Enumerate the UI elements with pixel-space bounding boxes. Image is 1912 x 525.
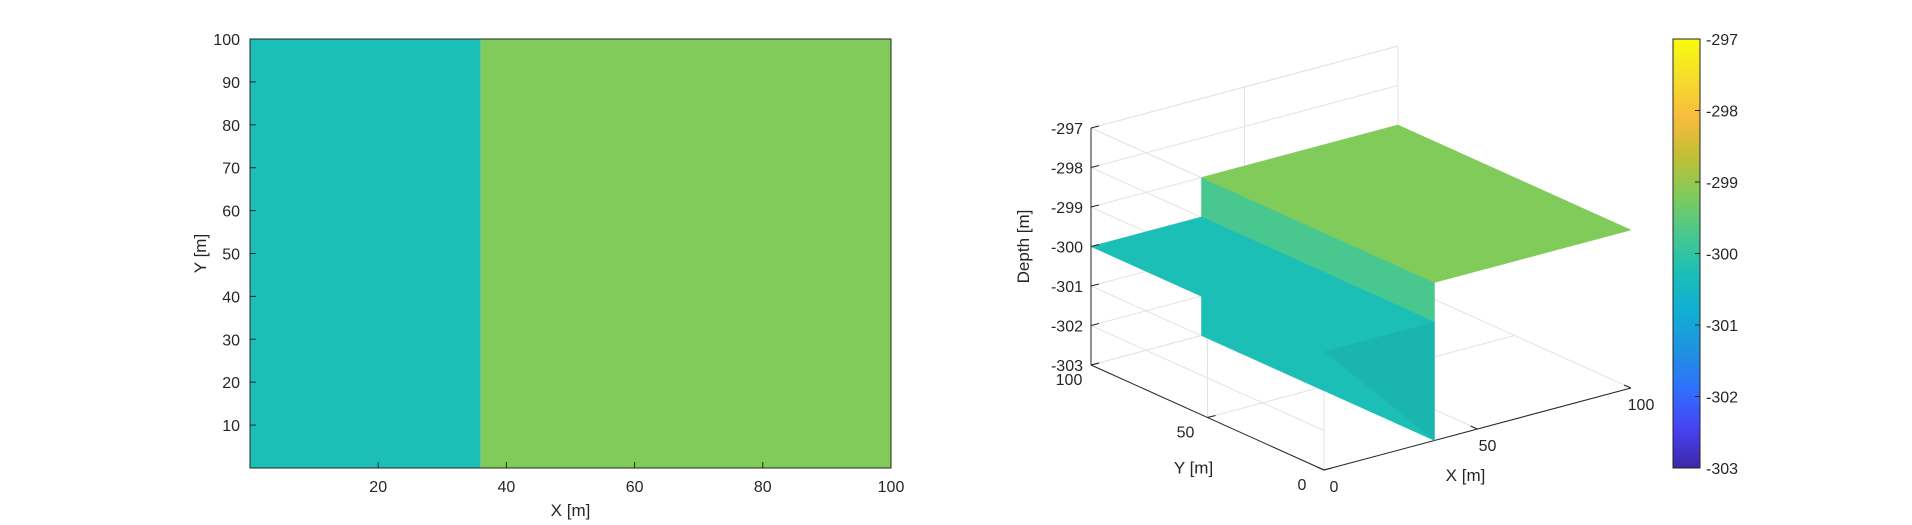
surface-3d-y-tick-label: 50 xyxy=(1177,425,1195,442)
plan-view-y-tick-label: 100 xyxy=(213,32,240,49)
plan-view-region-0 xyxy=(250,39,481,468)
surface-3d-faces xyxy=(1090,124,1632,441)
surface-3d-y-tick-label: 0 xyxy=(1298,477,1307,494)
surface-3d-z-tick-label: -299 xyxy=(1051,200,1083,217)
plan-view-x-ticks: 20 40 60 80 100 xyxy=(369,462,904,496)
plan-view-y-tick-label: 50 xyxy=(222,247,240,264)
surface-3d-grid-line xyxy=(1397,282,1632,389)
plan-view-y-tick-label: 10 xyxy=(222,418,240,435)
surface-3d-z-axis-label: Depth [m] xyxy=(1014,210,1033,284)
plan-view-x-tick-label: 60 xyxy=(626,479,644,496)
plan-view-y-tick-label: 30 xyxy=(222,332,240,349)
surface-3d-z-tick-mark xyxy=(1090,125,1100,129)
plan-view-y-tick-label: 20 xyxy=(222,375,240,392)
colorbar-tick-label: -297 xyxy=(1706,32,1738,49)
surface-3d-x-tick-mark xyxy=(1470,425,1478,430)
plan-view-y-tick-label: 80 xyxy=(222,118,240,135)
colorbar-tick-label: -298 xyxy=(1706,104,1738,121)
plan-view-y-tick-label: 60 xyxy=(222,204,240,221)
plan-view-cells xyxy=(250,39,891,468)
surface-3d-z-tick-label: -303 xyxy=(1051,358,1083,375)
plan-view-x-tick-label: 40 xyxy=(498,479,516,496)
surface-3d-z-tick-label: -298 xyxy=(1051,161,1083,178)
surface-3d-y-axis-label: Y [m] xyxy=(1174,459,1213,478)
surface-3d-x-tick-label: 0 xyxy=(1330,479,1339,496)
plan-view-region-1 xyxy=(480,39,891,468)
plan-view-y-tick-label: 40 xyxy=(222,289,240,306)
plan-view-x-tick-label: 20 xyxy=(369,479,387,496)
colorbar: -297 -298 -299 -300 -301 -302 -303 xyxy=(1672,32,1738,478)
plan-view-x-tick-label: 80 xyxy=(754,479,772,496)
colorbar-tick-label: -299 xyxy=(1706,175,1738,192)
surface-3d-grid-line xyxy=(1090,45,1399,129)
surface-3d-z-tick-mark xyxy=(1090,244,1100,247)
plan-view-y-tick-label: 70 xyxy=(222,161,240,178)
surface-3d-z-tick-label: -301 xyxy=(1051,279,1083,296)
surface-3d-x-tick-mark xyxy=(1623,384,1632,389)
surface-3d-x-tick-mark xyxy=(1316,466,1325,471)
surface-3d-y-tick-mark xyxy=(1323,467,1333,471)
surface-3d-z-tick-mark xyxy=(1090,165,1100,168)
colorbar-ticks: -297 -298 -299 -300 -301 -302 -303 xyxy=(1695,32,1738,478)
colorbar-tick-label: -302 xyxy=(1706,390,1738,407)
plan-view-y-tick-label: 90 xyxy=(222,75,240,92)
surface-3d-z-tick-mark xyxy=(1090,283,1100,287)
surface-3d-z-tick-mark xyxy=(1090,323,1100,326)
plan-view-y-axis-label: Y [m] xyxy=(191,234,210,273)
surface-3d-x-tick-label: 50 xyxy=(1479,438,1497,455)
surface-3d-front-edge xyxy=(1324,322,1435,441)
plan-view-y-ticks: 10 20 30 40 50 60 70 80 90 100 xyxy=(213,32,256,435)
surface-3d-x-axis-label: X [m] xyxy=(1446,466,1486,485)
surface-3d-z-tick-label: -297 xyxy=(1051,121,1083,138)
surface-3d-y-tick-mark xyxy=(1090,362,1100,366)
surface-3d-z-tick-label: -302 xyxy=(1051,319,1083,336)
surface-3d-y-tick-label: 100 xyxy=(1056,372,1083,389)
surface-3d-ticks: -303 -302 -301 -300 -299 -298 -297 0 50 100 0 50 100 xyxy=(1051,121,1654,496)
surface-3d-upper-plateau xyxy=(1200,124,1632,283)
colorbar-tick-label: -301 xyxy=(1706,318,1738,335)
colorbar-tick-label: -303 xyxy=(1706,461,1738,478)
surface-3d-x-tick-label: 100 xyxy=(1628,397,1655,414)
surface-3d-z-tick-mark xyxy=(1090,204,1100,208)
plan-view-x-axis-label: X [m] xyxy=(551,501,591,520)
colorbar-tick-label: -300 xyxy=(1706,247,1738,264)
surface-3d-plot: -303 -302 -301 -300 -299 -298 -297 0 50 100 0 50 100… xyxy=(1014,45,1654,496)
surface-3d-z-tick-label: -300 xyxy=(1051,240,1083,257)
plan-view-x-tick-label: 100 xyxy=(878,479,905,496)
surface-3d-y-tick-mark xyxy=(1207,415,1216,418)
